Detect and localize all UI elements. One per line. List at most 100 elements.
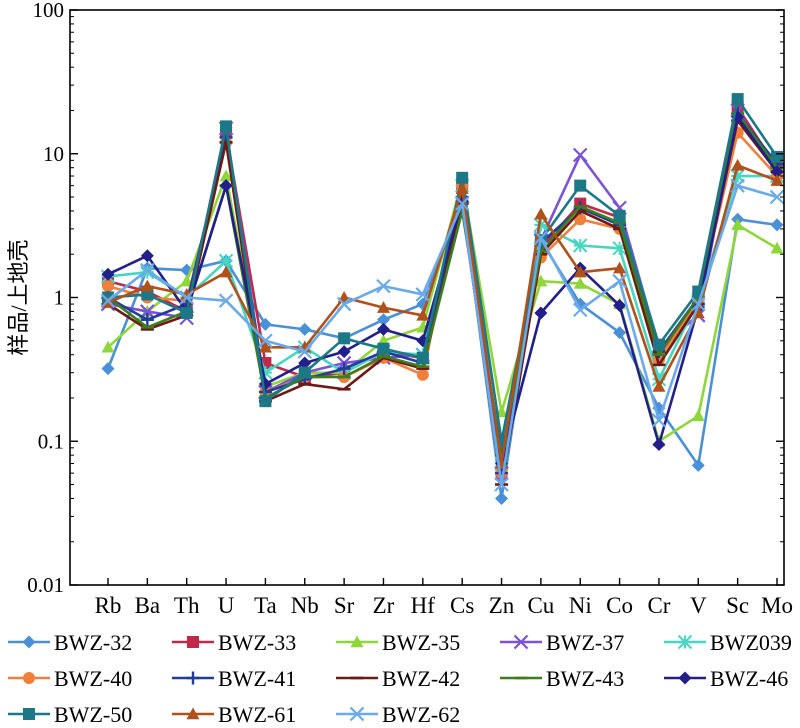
data-point [613, 261, 627, 274]
data-point [652, 437, 666, 451]
plot-area [100, 93, 785, 505]
series-BWZ-62 [100, 178, 785, 492]
data-point [218, 293, 234, 308]
data-point [101, 340, 115, 353]
data-point [769, 189, 785, 205]
data-point [297, 344, 313, 359]
data-point [416, 308, 430, 321]
y-tick-label: 0.1 [38, 429, 64, 453]
legend-item: BWZ-42 [336, 666, 460, 691]
series-line [107, 112, 779, 475]
legend-label: BWZ-35 [382, 630, 460, 655]
data-point [534, 274, 548, 287]
data-point-stroke [730, 178, 745, 193]
data-point [730, 178, 745, 193]
data-point [376, 322, 390, 336]
data-point [298, 322, 312, 336]
data-point-stroke [376, 278, 391, 294]
legend-item: BWZ-43 [500, 666, 624, 691]
x-tick-label: Th [174, 593, 200, 618]
data-point [416, 368, 429, 381]
legend-marker [186, 707, 200, 720]
data-point-stroke [218, 293, 234, 308]
legend-marker [350, 635, 364, 648]
data-point [770, 218, 784, 232]
y-tick-label: 100 [33, 0, 65, 22]
series-BWZ-50 [102, 93, 783, 448]
data-point [731, 158, 745, 171]
x-tick-label: Zr [373, 593, 395, 618]
legend: BWZ-32 BWZ-33 BWZ-35 BWZ-37 BWZ039 BWZ-40 BWZ-… [8, 630, 792, 727]
legend-item: BWZ-33 [172, 630, 296, 655]
data-point-stroke [533, 230, 549, 246]
data-point [179, 290, 194, 305]
data-point [258, 317, 272, 331]
data-point [572, 147, 588, 163]
data-point [731, 218, 745, 231]
data-point [573, 265, 587, 278]
x-tick-label: Mo [761, 593, 793, 618]
legend-label: BWZ-33 [218, 630, 296, 655]
x-tick-label: Hf [411, 593, 436, 618]
x-tick-label: Ta [254, 593, 277, 618]
x-tick-label: Zn [489, 593, 515, 618]
legend-item: BWZ-46 [664, 666, 788, 691]
legend-marker [349, 706, 365, 722]
legend-item: BWZ-62 [336, 702, 460, 727]
data-point [770, 165, 784, 179]
legend-label: BWZ-61 [218, 702, 296, 727]
x-tick-label: Cs [450, 593, 474, 618]
x-tick-label: Sc [726, 593, 749, 618]
data-point [415, 287, 431, 302]
series-BWZ-35 [101, 169, 784, 447]
x-tick-label: Nb [291, 593, 319, 618]
legend-marker [513, 634, 529, 650]
y-tick-label: 10 [43, 142, 64, 166]
data-point [494, 477, 509, 492]
data-point-stroke [179, 290, 194, 305]
legend-item: BWZ-61 [172, 702, 296, 727]
legend-label: BWZ-41 [218, 666, 296, 691]
data-point [572, 302, 588, 318]
data-point [100, 293, 116, 308]
series-line [107, 131, 778, 475]
legend-item: BWZ-35 [336, 630, 460, 655]
data-point [140, 262, 155, 278]
legend-marker [22, 635, 36, 649]
legend-item: BWZ-50 [8, 702, 132, 727]
x-tick-label: U [218, 593, 235, 618]
data-point [613, 209, 626, 222]
data-point [455, 182, 469, 195]
legend-label: BWZ-43 [546, 666, 624, 691]
data-point-stroke [140, 304, 155, 319]
legend-label: BWZ-50 [54, 702, 132, 727]
data-point [573, 238, 588, 253]
series-BWZ-42 [101, 119, 784, 486]
data-point [180, 307, 193, 320]
data-point [771, 150, 783, 163]
data-point [140, 313, 154, 327]
legend-label: BWZ-42 [382, 666, 460, 691]
data-point [101, 362, 115, 376]
series-line [107, 112, 779, 457]
legend-item: BWZ-40 [8, 666, 132, 691]
data-point-stroke [336, 296, 352, 312]
data-point [376, 313, 390, 327]
data-point [691, 409, 705, 422]
data-point [140, 304, 155, 319]
data-point [377, 342, 390, 355]
data-point-stroke [494, 477, 509, 492]
data-point [259, 395, 272, 408]
legend-marker-stroke [513, 634, 529, 650]
legend-marker [187, 636, 199, 648]
data-point [534, 207, 548, 220]
data-point [141, 288, 154, 301]
legend-marker [677, 634, 693, 650]
x-tick-label: Cu [527, 593, 554, 618]
data-point [258, 333, 273, 349]
data-point [495, 491, 509, 505]
data-point [338, 332, 351, 345]
x-tick-label: Sr [334, 593, 355, 618]
data-point-stroke [651, 412, 667, 428]
